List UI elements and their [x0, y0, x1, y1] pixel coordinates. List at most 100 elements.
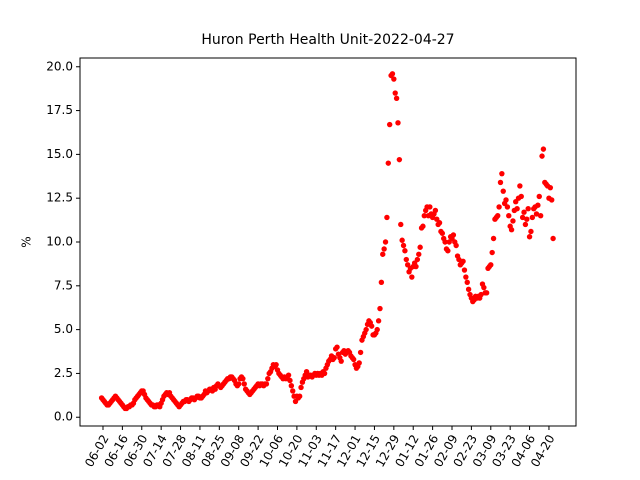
- point: [540, 146, 547, 152]
- point: [490, 235, 497, 242]
- point: [285, 372, 292, 378]
- point: [356, 360, 362, 366]
- y-tick-label: 12.5: [46, 191, 73, 205]
- point: [334, 344, 340, 350]
- point: [550, 235, 556, 242]
- point: [409, 274, 415, 280]
- y-tick-label: 15.0: [46, 147, 73, 161]
- point: [400, 242, 407, 249]
- point: [240, 375, 246, 382]
- point: [521, 209, 527, 215]
- y-axis-label: %: [20, 236, 34, 247]
- point: [393, 95, 400, 102]
- point: [442, 239, 448, 245]
- point: [432, 207, 439, 214]
- point: [495, 213, 501, 219]
- point: [522, 221, 529, 228]
- point: [241, 381, 247, 387]
- y-tick-label: 7.5: [54, 278, 73, 292]
- point: [535, 202, 541, 208]
- point: [420, 223, 426, 229]
- point: [392, 90, 398, 96]
- point: [481, 284, 487, 291]
- point: [236, 381, 242, 387]
- point: [398, 221, 404, 228]
- point: [460, 258, 466, 264]
- point: [547, 184, 554, 191]
- point: [549, 197, 555, 203]
- point: [508, 227, 515, 233]
- y-tick-label: 2.5: [54, 366, 73, 380]
- point: [399, 237, 405, 243]
- point: [488, 262, 494, 268]
- point: [524, 216, 530, 222]
- point: [503, 197, 509, 203]
- point: [463, 274, 469, 280]
- point: [338, 358, 344, 364]
- point: [385, 160, 391, 166]
- point: [496, 204, 502, 210]
- point: [465, 286, 472, 293]
- point: [518, 193, 524, 200]
- y-tick-label: 5.0: [54, 322, 73, 336]
- point: [396, 156, 403, 163]
- point: [436, 220, 443, 226]
- point: [382, 239, 389, 245]
- point: [363, 326, 369, 333]
- point: [517, 183, 523, 189]
- point: [536, 193, 542, 200]
- point: [528, 228, 534, 235]
- point: [380, 251, 386, 257]
- point: [539, 153, 545, 159]
- y-tick-label: 17.5: [46, 103, 73, 117]
- y-tick-label: 0.0: [54, 410, 73, 424]
- point: [483, 290, 490, 296]
- point: [288, 382, 295, 389]
- point: [461, 267, 468, 273]
- point: [421, 213, 428, 219]
- point: [500, 188, 506, 194]
- point: [263, 381, 270, 387]
- point: [526, 234, 533, 240]
- point: [489, 249, 495, 256]
- point: [375, 318, 382, 324]
- y-tick-label: 20.0: [46, 59, 73, 73]
- point: [402, 248, 408, 254]
- point: [386, 121, 393, 128]
- point: [453, 242, 459, 249]
- point: [378, 279, 385, 286]
- point: [414, 256, 421, 263]
- point: [506, 213, 512, 219]
- point: [298, 384, 304, 391]
- point: [478, 291, 484, 298]
- point: [287, 377, 293, 384]
- point: [529, 214, 536, 221]
- point: [497, 179, 504, 186]
- point: [416, 251, 422, 257]
- point: [464, 279, 470, 286]
- point: [368, 323, 375, 329]
- chart-title: Huron Perth Health Unit-2022-04-27: [201, 32, 454, 48]
- point: [510, 218, 516, 224]
- point: [296, 393, 303, 399]
- point: [413, 263, 419, 270]
- point: [381, 246, 387, 252]
- point: [519, 214, 526, 221]
- point: [504, 204, 511, 210]
- point: [403, 256, 409, 263]
- point: [321, 370, 328, 377]
- point: [395, 120, 401, 126]
- plot-frame: [79, 57, 577, 427]
- point: [499, 170, 505, 177]
- point: [533, 211, 540, 217]
- point: [391, 76, 397, 82]
- point: [450, 232, 457, 238]
- y-tick-label: 10.0: [46, 235, 73, 249]
- point: [374, 326, 380, 333]
- point: [514, 206, 520, 212]
- point: [357, 349, 364, 356]
- point: [537, 213, 544, 219]
- point: [389, 71, 396, 77]
